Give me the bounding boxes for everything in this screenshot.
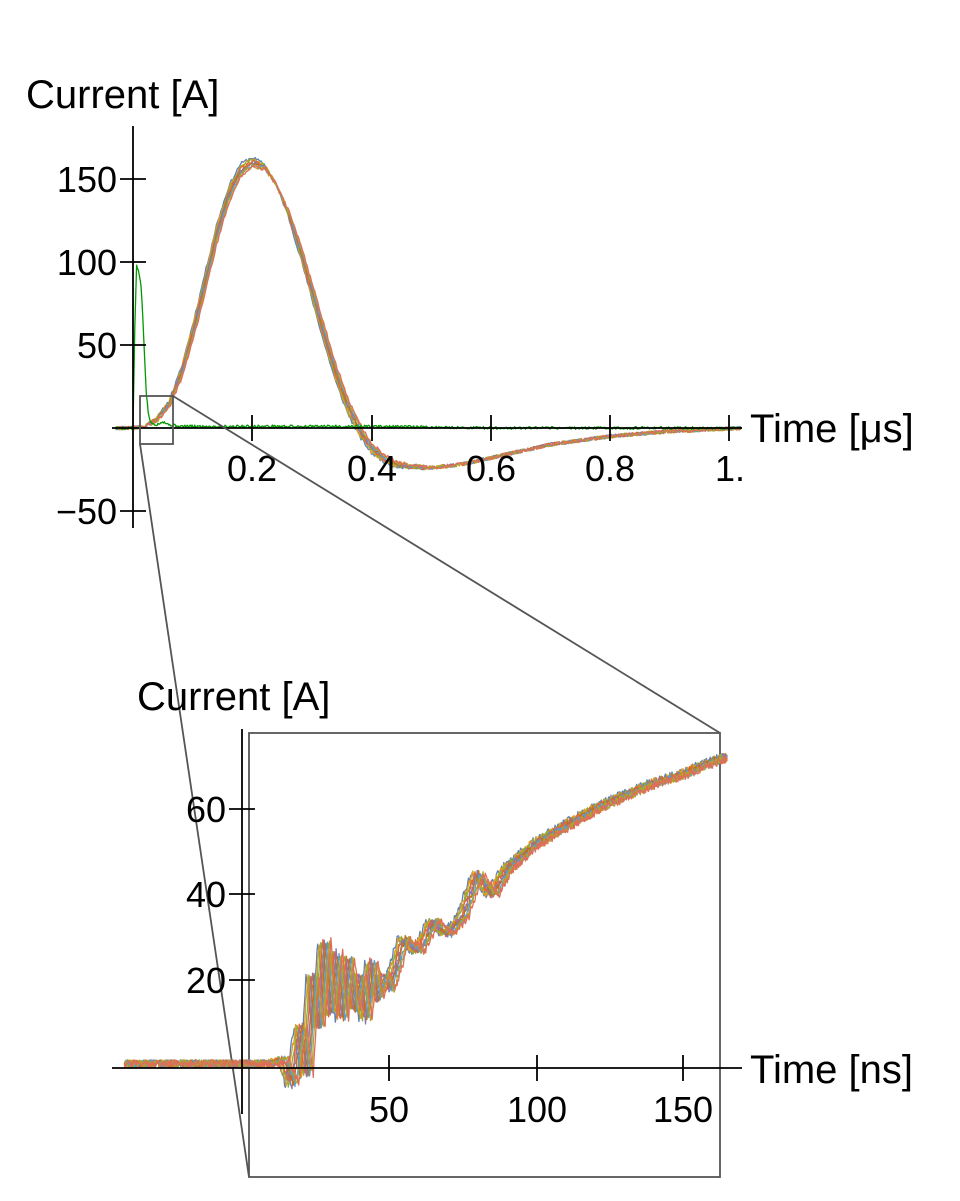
main-traces xyxy=(114,156,742,471)
inset-x-tick-label: 100 xyxy=(507,1089,567,1130)
zoom-connector-line xyxy=(139,443,250,1178)
main-x-tick-label: 0.4 xyxy=(347,448,397,489)
zoom-connector-line xyxy=(172,395,721,734)
main-y-tick-label: 100 xyxy=(57,242,117,283)
inset-y-tick-label: 20 xyxy=(186,960,226,1001)
main-y-tick-label: 50 xyxy=(77,325,117,366)
inset-y-tick-label: 60 xyxy=(186,789,226,830)
main-trace xyxy=(114,161,741,470)
main-trace xyxy=(114,158,742,471)
main-trace-green xyxy=(114,264,742,430)
inset-y-tick-label: 40 xyxy=(186,874,226,915)
main-x-tick-label: 0.8 xyxy=(585,448,635,489)
main-trace xyxy=(114,162,742,470)
main-x-axis-title: Time [μs] xyxy=(750,407,914,451)
main-x-tick-label: 0.2 xyxy=(227,448,277,489)
zoom-indicator xyxy=(139,395,721,1178)
inset-trace xyxy=(123,755,728,1086)
inset-x-axis-title: Time [ns] xyxy=(750,1048,913,1092)
main-y-axis-title: Current [A] xyxy=(26,73,219,117)
main-trace xyxy=(115,156,742,471)
zoom-region-box xyxy=(139,395,174,445)
main-trace xyxy=(114,163,742,470)
inset-frame xyxy=(248,732,721,1178)
main-x-tick-label: 0.6 xyxy=(466,448,516,489)
main-y-tick-label: 150 xyxy=(57,159,117,200)
inset-y-axis-title: Current [A] xyxy=(137,675,330,719)
main-y-tick-label: −50 xyxy=(56,491,117,532)
main-trace xyxy=(114,158,741,471)
main-trace xyxy=(114,159,742,470)
inset-x-tick-label: 50 xyxy=(369,1089,409,1130)
main-chart: 150 100 50 −50 0.2 0.4 0.6 0.8 1. Curren… xyxy=(26,73,914,532)
main-trace xyxy=(114,165,742,470)
inset-x-tick-label: 150 xyxy=(653,1089,713,1130)
main-trace xyxy=(114,164,742,470)
main-x-tick-label: 1. xyxy=(715,448,745,489)
inset-traces xyxy=(123,752,728,1090)
inset-chart: 60 40 20 50 100 150 Current [A] Time [ns… xyxy=(112,675,913,1130)
